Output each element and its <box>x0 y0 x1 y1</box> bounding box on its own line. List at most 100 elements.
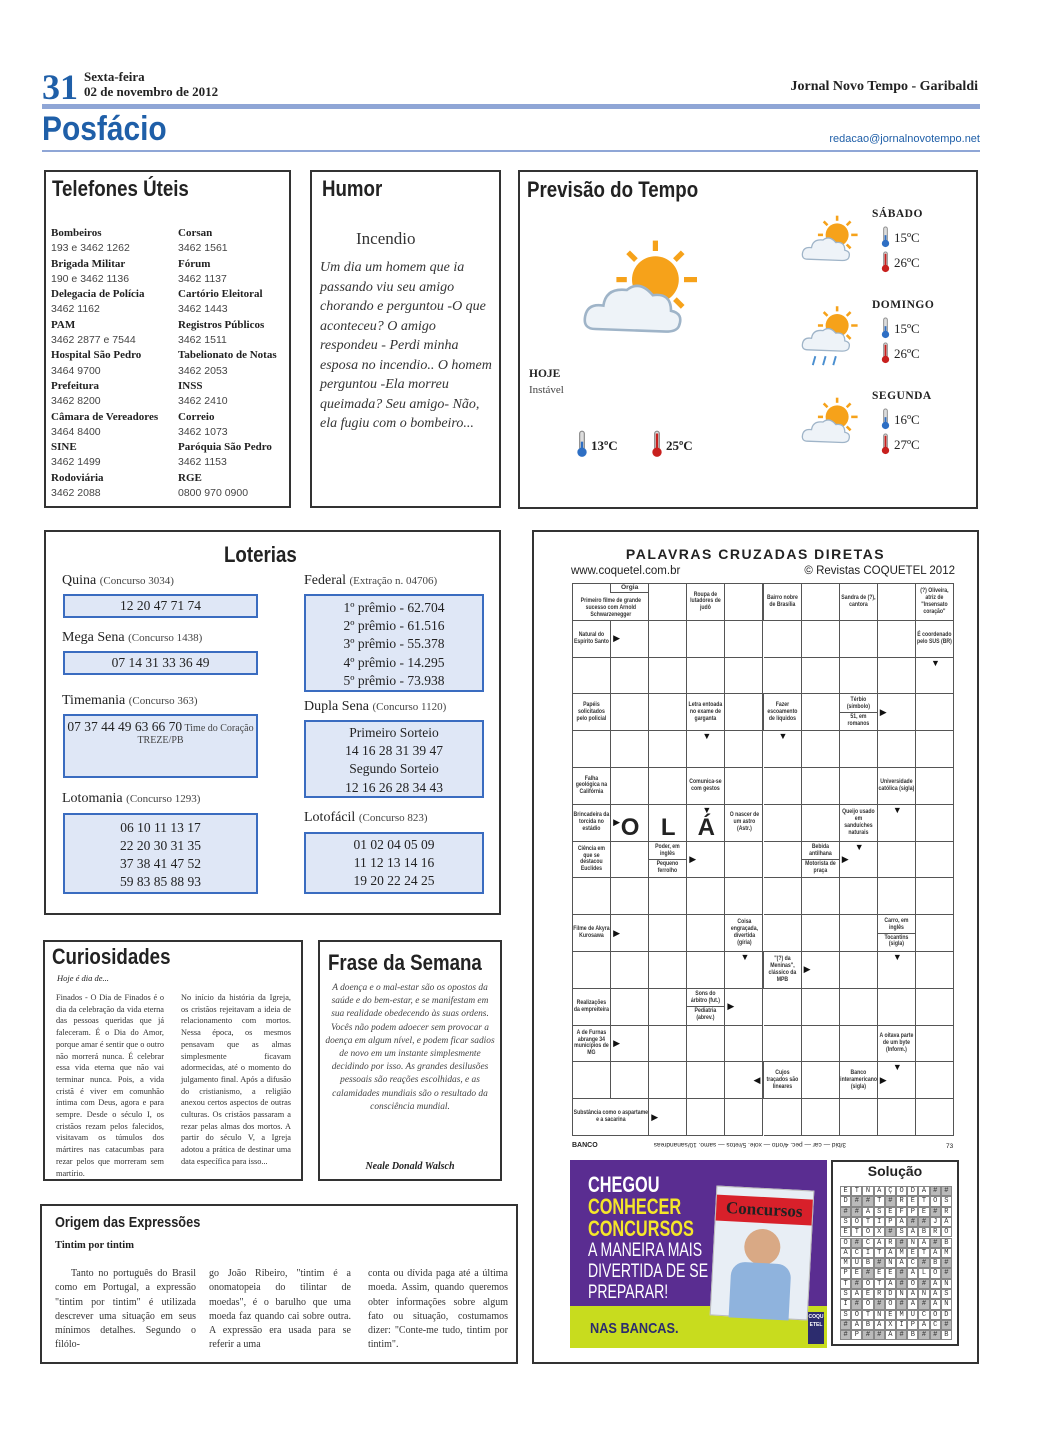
crossword-cell <box>611 731 650 768</box>
solution-cell <box>862 1196 874 1207</box>
solution-cell <box>929 1319 941 1331</box>
clue-part: Letra entoada no exame de garganta <box>687 701 724 724</box>
solution-cell <box>896 1247 908 1259</box>
frase-title: Frase da Semana <box>328 950 482 975</box>
arrow-right-icon: ▶ <box>879 706 887 717</box>
curiosidades-col1: Finados - O Dia de Finados é o dia da ce… <box>56 993 164 1178</box>
filled-letter: Á <box>697 813 716 841</box>
clue-text: Papéis solicitados pelo policial <box>576 700 607 722</box>
curiosidades-subtitle: Hoje é dia de... <box>57 973 109 983</box>
phone-number: 3462 2877 e 7544 <box>51 334 136 347</box>
ad-line1: CHEGOU <box>588 1172 660 1197</box>
clue-text: Roupa de lutadores de judô <box>690 590 722 612</box>
solution-cell <box>840 1196 852 1207</box>
clue-cell: Sandra de (?), cantora <box>838 583 878 621</box>
weather-title: Previsão do Tempo <box>527 177 699 202</box>
loterias-lotofacil-name: Lotofácil <box>304 810 356 825</box>
origem-col1: Tanto no português do Brasil como em Por… <box>55 1268 196 1351</box>
sun-cloud-icon <box>800 214 864 266</box>
solution-cell <box>929 1258 941 1269</box>
solution-cell <box>840 1216 852 1228</box>
clue-cell: Ciência em que se destacou Euclides <box>572 840 612 879</box>
today-condition: Instável <box>529 384 564 396</box>
thermometer-hot-icon <box>880 251 891 273</box>
solution-cell <box>907 1319 919 1331</box>
today-min: 13ºC <box>591 438 618 453</box>
solution-cell <box>896 1206 908 1217</box>
clue-text: Filme de Akyra Kurosawa <box>573 925 610 940</box>
crossword-cell <box>801 804 840 842</box>
crossword-cell <box>915 1062 954 1100</box>
solution-cell <box>918 1206 930 1217</box>
lotomania-row: 22 20 30 31 35 <box>120 838 201 853</box>
origem-col2: go João Ribeiro, "tintim é a onomatopeia… <box>209 1268 351 1351</box>
solution-cell <box>862 1186 874 1197</box>
crossword-cell <box>839 1025 878 1063</box>
solution-cell <box>918 1289 930 1300</box>
ad-line5: DIVERTIDA DE SE <box>588 1261 709 1282</box>
dupla-numbers: Primeiro Sorteio 14 16 28 31 39 47 Segundo… <box>304 720 484 798</box>
solution-cell <box>840 1278 852 1289</box>
clue-cell: Bairro nobre de Brasília <box>762 583 802 621</box>
crossword-cell <box>611 878 650 916</box>
telefones-title: Telefones Úteis <box>52 176 189 201</box>
phone-name: Cartório Eleitoral <box>178 288 263 301</box>
phone-name: Brigada Militar <box>51 257 126 270</box>
forecast-min: 15ºC <box>894 321 920 336</box>
contact-email[interactable]: redacao@jornalnovotempo.net <box>829 133 980 145</box>
solution-cell <box>918 1258 930 1269</box>
humor-box: Humor Incendio Um dia um homem que ia pa… <box>310 170 501 508</box>
magazine-cover: Concursos <box>709 1185 815 1321</box>
solution-cell <box>873 1247 885 1259</box>
solution-cell <box>907 1186 919 1197</box>
arrow-left-icon: ◀ <box>753 1074 761 1085</box>
solution-cell <box>862 1237 874 1248</box>
section-rule <box>42 150 980 152</box>
solution-cell <box>884 1196 896 1207</box>
clue-text: Poder, em inglês <box>655 843 681 858</box>
clue-cell: Sons do árbitro (fut.) Pediatria (abrev.) <box>686 987 726 1026</box>
solution-cell <box>929 1247 941 1259</box>
today-label: HOJE <box>529 368 561 380</box>
forecast-max: 26ºC <box>894 255 920 270</box>
solution-cell <box>862 1268 874 1279</box>
solution-cell <box>940 1258 952 1269</box>
phone-number: 3462 1561 <box>178 242 228 255</box>
clue-cell: Cujos traçados são lineares <box>762 1061 802 1100</box>
solution-cell <box>907 1258 919 1269</box>
header-rule <box>42 104 980 109</box>
loterias-title: Loterias <box>224 542 297 567</box>
phone-number: 0800 970 0900 <box>178 487 249 500</box>
cover-person-body <box>728 1261 792 1321</box>
federal-prize: 4º prêmio - 14.295 <box>343 654 445 670</box>
solution-cell <box>884 1227 896 1238</box>
crossword-cell <box>915 1025 954 1063</box>
solution-cell <box>873 1268 885 1279</box>
frase-author: Neale Donald Walsch <box>365 1161 455 1172</box>
crossword-cell <box>763 915 802 952</box>
solution-cell <box>940 1309 952 1320</box>
clue-part: Filme de Akyra Kurosawa <box>573 925 610 941</box>
crossword-cell <box>915 878 954 916</box>
solution-cell <box>840 1206 852 1217</box>
solution-cell <box>896 1186 908 1197</box>
solution-cell <box>862 1319 874 1331</box>
crossword-cell <box>801 584 840 621</box>
crossword-site[interactable]: www.coquetel.com.br <box>571 565 681 577</box>
solution-cell <box>940 1186 952 1197</box>
solution-cell <box>862 1299 874 1310</box>
weekday: Sexta-feira <box>84 69 145 84</box>
clue-cell: A oitava parte de um byte (Inform.) <box>876 1024 916 1063</box>
clue-part: A de Furnas abrange 34 municípios de MG <box>573 1029 610 1059</box>
crossword-cell <box>801 988 840 1026</box>
arrow-right-icon: ▶ <box>613 1038 621 1048</box>
concursos-ad[interactable]: CHEGOU CONHECER CONCURSOS A MANEIRA MAIS… <box>570 1160 827 1348</box>
phone-list-right: Corsan 3462 1561 Fórum 3462 1137 Cartório El… <box>178 226 277 501</box>
clue-text: Comunica-se com gestos <box>689 777 722 792</box>
lotomania-label: Lotomania (Concurso 1293) <box>62 791 200 807</box>
crossword-cell <box>839 1099 878 1136</box>
clue-text: "(?) da Meninas", clássico da MPB <box>768 955 796 983</box>
clue-cell: Filme de Akyra Kurosawa <box>572 914 612 952</box>
loterias-quina-contest: (Concurso 3034) <box>99 575 174 587</box>
crossword-cell <box>611 952 650 989</box>
